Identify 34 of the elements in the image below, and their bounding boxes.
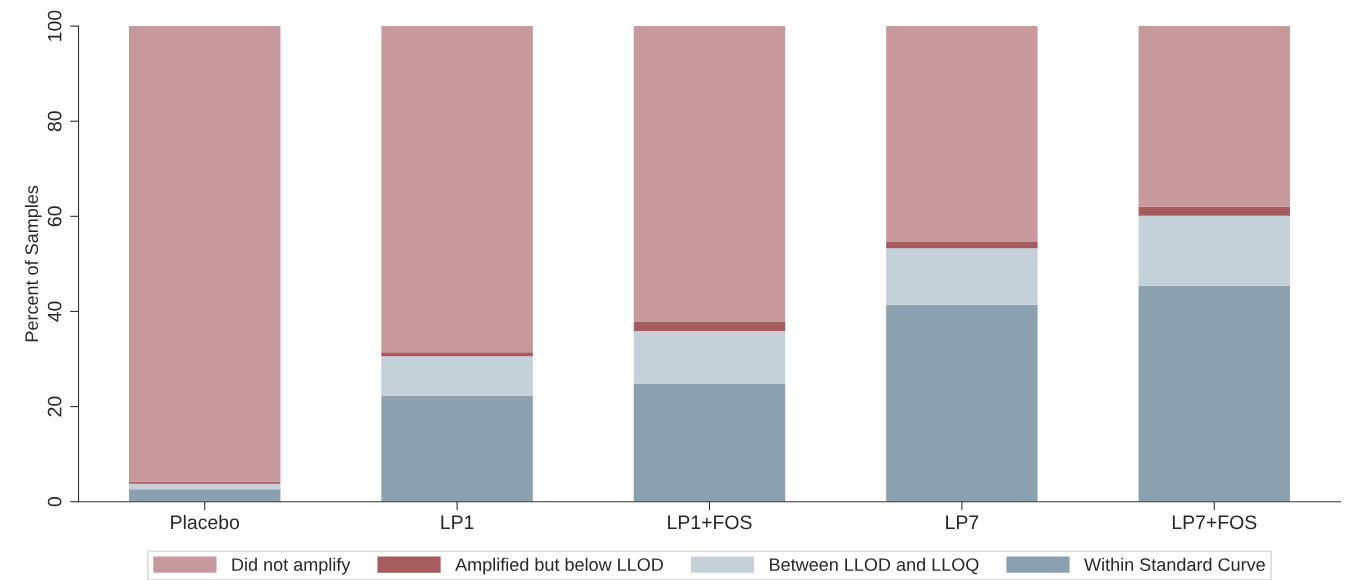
bar bbox=[886, 304, 1038, 502]
bar bbox=[886, 248, 1038, 305]
x-tick-label: LP1 bbox=[441, 515, 474, 529]
y-tick-label: 60 bbox=[47, 206, 62, 227]
legend-label: Did not amplify bbox=[232, 557, 351, 575]
bar bbox=[1138, 285, 1290, 502]
bar bbox=[381, 352, 533, 357]
bar bbox=[633, 321, 786, 331]
y-tick-label: 40 bbox=[47, 301, 62, 322]
x-tick-label: LP7 bbox=[946, 515, 979, 529]
bar bbox=[886, 242, 1038, 249]
x-tick-label: LP7+FOS bbox=[1172, 515, 1257, 530]
bar bbox=[633, 383, 786, 502]
y-tick-label: 20 bbox=[47, 396, 62, 417]
bar bbox=[1138, 215, 1290, 286]
legend-label: Amplified but below LLOD bbox=[455, 557, 663, 575]
bar bbox=[1138, 206, 1290, 216]
bar bbox=[1138, 26, 1290, 207]
bar bbox=[633, 26, 786, 322]
y-tick-label: 0 bbox=[47, 497, 62, 507]
y-tick-label: 80 bbox=[47, 111, 62, 132]
bar bbox=[381, 395, 533, 502]
bar bbox=[886, 26, 1038, 243]
bar bbox=[633, 330, 786, 384]
bar bbox=[381, 356, 533, 396]
bar bbox=[381, 26, 533, 353]
y-tick-label: 100 bbox=[47, 10, 62, 41]
y-axis-title: Percent of Samples bbox=[24, 185, 42, 342]
bar bbox=[129, 26, 281, 482]
x-tick-label: Placebo bbox=[171, 514, 240, 530]
legend-label: Within Standard Curve bbox=[1084, 557, 1265, 572]
bar bbox=[129, 489, 281, 502]
x-tick-label: LP1+FOS bbox=[668, 515, 752, 530]
legend-label: Between LLOD and LLOQ bbox=[770, 557, 979, 575]
